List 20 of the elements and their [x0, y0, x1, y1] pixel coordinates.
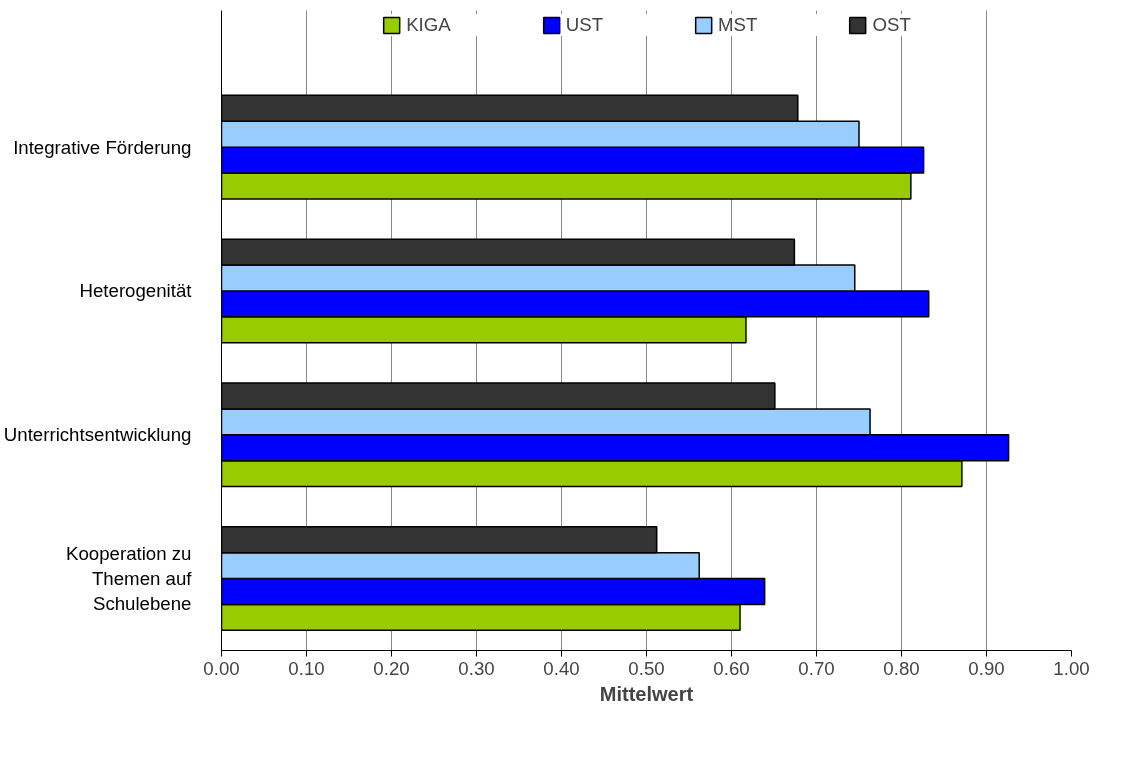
- x-tick-label: 0.30: [458, 657, 495, 679]
- y-tick-label: Unterrichtsentwicklung: [3, 424, 192, 446]
- x-tick-label: 0.20: [373, 657, 410, 679]
- x-tick-label: 0.60: [713, 657, 750, 679]
- x-tick-label: 0.50: [628, 657, 665, 679]
- legend-label: MST: [718, 14, 758, 36]
- x-tick-label: 1.00: [1053, 657, 1090, 679]
- x-tick-label: 0.80: [883, 657, 920, 679]
- legend-label: OST: [872, 14, 911, 36]
- legend-label: KIGA: [406, 14, 451, 36]
- y-tick-label: Kooperation zu Themen auf Schulebene: [66, 542, 193, 615]
- x-tick-label: 0.90: [968, 657, 1005, 679]
- x-tick-label: 0.00: [203, 657, 240, 679]
- x-tick-label: 0.10: [288, 657, 325, 679]
- y-tick-label: Heterogenität: [79, 280, 193, 302]
- legend-label: UST: [565, 14, 604, 36]
- x-axis-title: Mittelwert: [599, 682, 694, 705]
- x-tick-label: 0.40: [543, 657, 580, 679]
- y-tick-label: Integrative Förderung: [13, 136, 192, 158]
- x-tick-label: 0.70: [798, 657, 835, 679]
